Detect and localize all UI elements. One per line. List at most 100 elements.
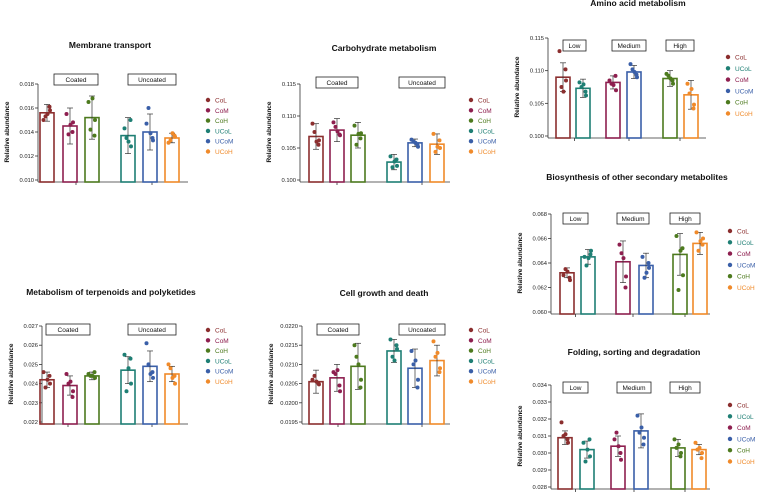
- legend-label: UCoL: [215, 358, 232, 365]
- data-point: [68, 122, 73, 127]
- data-point: [354, 354, 359, 359]
- data-point: [566, 440, 570, 445]
- data-point: [314, 139, 319, 144]
- data-point: [577, 80, 582, 85]
- legend-marker: [205, 139, 211, 144]
- y-tick-label: 0.062: [532, 286, 547, 292]
- data-point: [310, 121, 315, 126]
- data-point: [168, 138, 173, 143]
- data-point: [561, 273, 566, 278]
- data-point: [47, 373, 52, 378]
- data-point: [43, 385, 48, 390]
- legend-label: CoM: [215, 338, 229, 345]
- data-point: [611, 83, 616, 88]
- legend-label: CoM: [737, 251, 751, 258]
- bar-UCoH: [164, 137, 180, 183]
- data-point: [588, 252, 593, 257]
- legend-label: UCoH: [737, 459, 755, 466]
- data-point: [392, 358, 397, 363]
- data-point: [639, 425, 644, 430]
- legend-marker: [727, 228, 733, 234]
- y-tick-label: 0.033: [532, 400, 547, 406]
- bar-CoH: [84, 375, 100, 425]
- y-tick-label: 0.064: [532, 261, 547, 267]
- y-tick-label: 0.018: [19, 82, 34, 88]
- data-point: [689, 86, 694, 91]
- legend-marker: [727, 448, 733, 453]
- y-tick-label: 0.024: [23, 382, 38, 388]
- data-point: [166, 362, 171, 367]
- data-point: [354, 142, 359, 147]
- legend-label: CoH: [478, 118, 491, 125]
- data-point: [437, 138, 442, 143]
- y-tick-label: 0.0205: [280, 382, 298, 388]
- legend-label: UCoH: [737, 285, 755, 292]
- data-point: [679, 451, 683, 455]
- data-point: [583, 89, 588, 94]
- data-point: [613, 73, 618, 78]
- data-point: [128, 356, 133, 361]
- data-point: [642, 275, 647, 280]
- data-point: [435, 144, 440, 149]
- data-point: [148, 372, 153, 376]
- data-point: [151, 375, 155, 380]
- chart-title: Membrane transport: [69, 40, 151, 50]
- legend-marker: [205, 379, 211, 384]
- data-point: [93, 118, 97, 122]
- data-point: [148, 131, 153, 136]
- bar-CoL: [559, 271, 575, 315]
- y-tick-label: 0.031: [532, 434, 547, 440]
- group-box: [127, 73, 177, 86]
- data-point: [437, 370, 442, 375]
- legend-marker: [468, 128, 474, 134]
- legend-label: CoH: [737, 274, 750, 281]
- legend-label: UCoL: [478, 358, 495, 365]
- group-label: Medium: [617, 43, 640, 50]
- data-point: [612, 437, 617, 442]
- y-tick-label: 0.027: [23, 324, 38, 330]
- legend-label: CoL: [737, 229, 749, 236]
- legend-label: CoH: [735, 100, 748, 107]
- legend-label: UCoM: [215, 139, 233, 146]
- data-point: [585, 447, 590, 452]
- group-box: [45, 323, 91, 336]
- data-point: [581, 82, 586, 87]
- data-point: [674, 445, 679, 450]
- data-point: [621, 256, 626, 261]
- data-point: [565, 437, 570, 442]
- legend-marker: [727, 262, 733, 268]
- data-point: [588, 454, 592, 459]
- legend-marker: [727, 285, 733, 290]
- data-point: [388, 337, 393, 342]
- legend-marker: [468, 118, 474, 123]
- data-point: [616, 444, 621, 449]
- group-label: High: [673, 43, 687, 50]
- group-box: [562, 212, 589, 225]
- bar-CoL: [557, 436, 573, 490]
- legend-label: CoH: [478, 348, 491, 355]
- legend-label: UCoM: [478, 139, 496, 146]
- panel-5: Metabolism of terpenoids and polyketides…: [8, 287, 233, 427]
- data-point: [71, 389, 75, 394]
- y-tick-label: 0.0215: [280, 343, 298, 349]
- legend-marker: [205, 369, 211, 374]
- legend-marker: [725, 111, 731, 116]
- group-label: High: [678, 385, 692, 392]
- data-point: [640, 254, 645, 259]
- panel-3: Amino acid metabolism Relative abundance 0…: [514, 0, 753, 141]
- chart-title: Folding, sorting and degradation: [568, 347, 701, 357]
- data-point: [678, 248, 683, 253]
- data-point: [411, 362, 416, 367]
- data-point: [581, 440, 586, 445]
- data-point: [129, 144, 133, 149]
- data-point: [41, 370, 46, 375]
- group-box: [665, 39, 695, 52]
- y-tick-label: 0.029: [532, 468, 547, 474]
- y-tick-label: 0.068: [532, 212, 547, 218]
- data-point: [628, 62, 633, 67]
- legend-label: CoH: [215, 348, 228, 355]
- group-label: High: [678, 216, 692, 223]
- group-label: Medium: [622, 385, 645, 392]
- legend-label: UCoM: [737, 436, 755, 443]
- data-point: [90, 96, 95, 101]
